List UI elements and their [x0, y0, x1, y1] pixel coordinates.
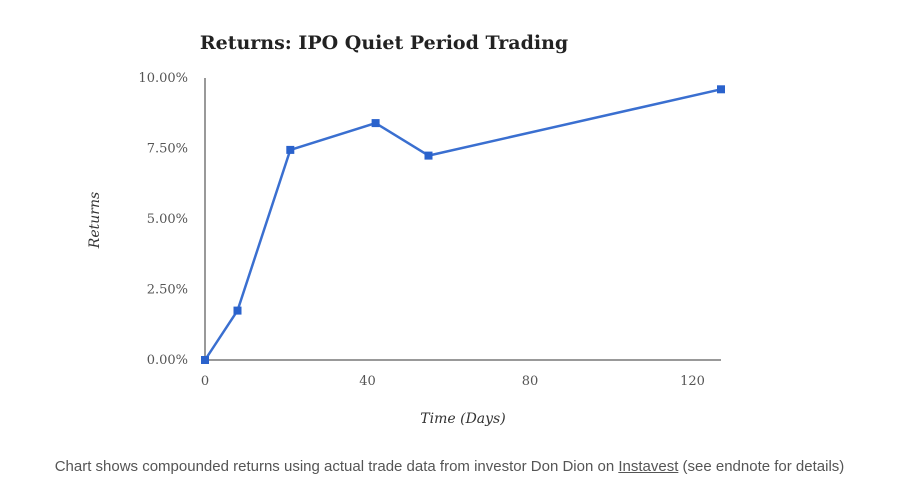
data-point — [717, 85, 725, 94]
caption-suffix: (see endnote for details) — [678, 458, 845, 475]
data-point — [286, 145, 295, 154]
y-tick-label: 0.00% — [147, 353, 188, 368]
y-tick-labels: 0.00% 2.50% 5.00% 7.50% 10.00% — [138, 71, 188, 368]
x-tick-label: 40 — [359, 374, 376, 389]
data-markers — [201, 85, 725, 364]
series-line — [203, 88, 722, 361]
y-axis-label: Returns — [87, 192, 103, 249]
x-tick-label: 80 — [522, 374, 539, 389]
x-tick-label: 120 — [680, 374, 705, 389]
data-point — [371, 119, 380, 128]
y-tick-label: 10.00% — [138, 71, 188, 86]
caption-prefix: Chart shows compounded returns using act… — [54, 458, 619, 475]
data-point — [424, 151, 433, 160]
y-tick-label: 7.50% — [147, 142, 188, 157]
x-tick-label: 0 — [201, 374, 209, 389]
line-chart: Returns: IPO Quiet Period Trading 0.00% 2… — [87, 32, 725, 427]
x-axis-label: Time (Days) — [420, 411, 505, 427]
x-tick-labels: 0 40 80 120 — [201, 374, 705, 389]
data-point — [201, 356, 209, 364]
y-tick-label: 5.00% — [147, 212, 188, 227]
chart-caption: Chart shows compounded returns using act… — [0, 458, 899, 475]
instavest-link[interactable]: Instavest — [618, 458, 679, 475]
chart-title: Returns: IPO Quiet Period Trading — [200, 32, 568, 54]
data-point — [233, 306, 242, 315]
y-tick-label: 2.50% — [147, 283, 188, 298]
